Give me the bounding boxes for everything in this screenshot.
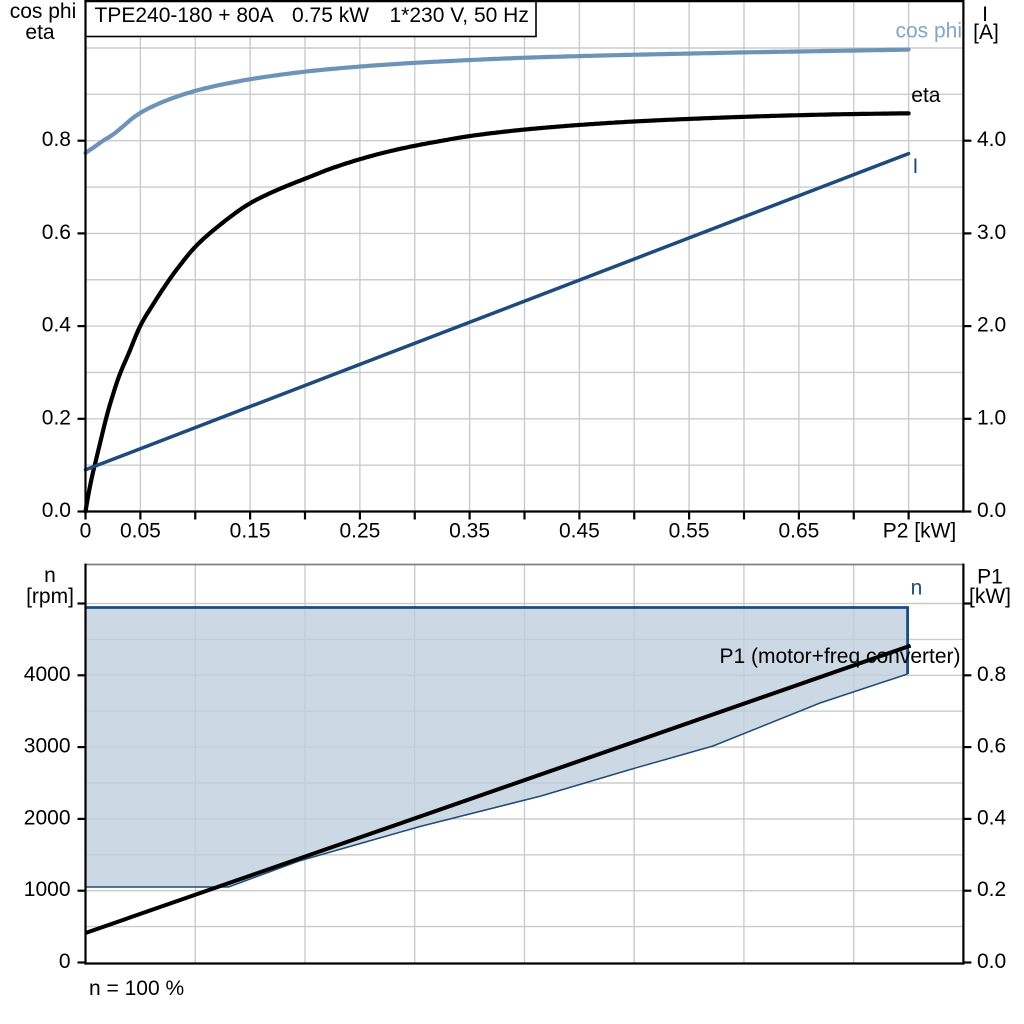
svg-text:1*230 V, 50 Hz: 1*230 V, 50 Hz xyxy=(390,4,529,27)
svg-text:P1: P1 xyxy=(977,566,1003,589)
svg-text:4.0: 4.0 xyxy=(977,128,1006,151)
svg-text:0.15: 0.15 xyxy=(230,520,271,543)
svg-text:[A]: [A] xyxy=(973,21,999,44)
svg-text:eta: eta xyxy=(911,84,941,107)
svg-text:3000: 3000 xyxy=(24,735,71,758)
svg-text:TPE240-180 + 80A: TPE240-180 + 80A xyxy=(95,4,274,27)
svg-text:0.6: 0.6 xyxy=(977,735,1006,758)
svg-text:0.8: 0.8 xyxy=(977,663,1006,686)
svg-text:0.2: 0.2 xyxy=(977,878,1006,901)
svg-text:P2 [kW]: P2 [kW] xyxy=(883,520,957,543)
svg-text:n: n xyxy=(911,577,923,600)
svg-text:1.0: 1.0 xyxy=(977,406,1006,429)
svg-text:0.65: 0.65 xyxy=(778,520,819,543)
svg-text:0.0: 0.0 xyxy=(977,499,1006,522)
svg-text:I: I xyxy=(982,3,988,26)
svg-text:cos phi: cos phi xyxy=(10,0,77,23)
svg-text:0.2: 0.2 xyxy=(42,406,71,429)
svg-text:0.35: 0.35 xyxy=(449,520,490,543)
svg-text:[kW]: [kW] xyxy=(969,585,1011,608)
svg-text:0.45: 0.45 xyxy=(559,520,600,543)
svg-text:2000: 2000 xyxy=(24,806,71,829)
svg-text:0.05: 0.05 xyxy=(120,520,161,543)
svg-text:1000: 1000 xyxy=(24,878,71,901)
svg-text:0.4: 0.4 xyxy=(977,806,1007,829)
svg-text:0.4: 0.4 xyxy=(42,314,72,337)
svg-text:0.75 kW: 0.75 kW xyxy=(292,4,369,27)
svg-text:0: 0 xyxy=(80,520,92,543)
svg-text:0.6: 0.6 xyxy=(42,221,71,244)
svg-text:0.0: 0.0 xyxy=(977,950,1006,973)
svg-text:cos phi: cos phi xyxy=(895,20,962,43)
svg-text:P1 (motor+freq converter): P1 (motor+freq converter) xyxy=(719,645,960,668)
svg-text:eta: eta xyxy=(25,21,55,44)
svg-text:0.25: 0.25 xyxy=(339,520,380,543)
svg-text:n = 100 %: n = 100 % xyxy=(89,977,184,1000)
svg-text:3.0: 3.0 xyxy=(977,221,1006,244)
svg-text:n: n xyxy=(44,564,56,587)
svg-text:0.8: 0.8 xyxy=(42,128,71,151)
svg-text:0.55: 0.55 xyxy=(669,520,710,543)
svg-text:[rpm]: [rpm] xyxy=(26,585,74,608)
svg-text:I: I xyxy=(913,155,919,178)
svg-text:0.0: 0.0 xyxy=(42,499,71,522)
svg-text:4000: 4000 xyxy=(24,663,71,686)
svg-text:0: 0 xyxy=(59,950,71,973)
svg-text:2.0: 2.0 xyxy=(977,314,1006,337)
